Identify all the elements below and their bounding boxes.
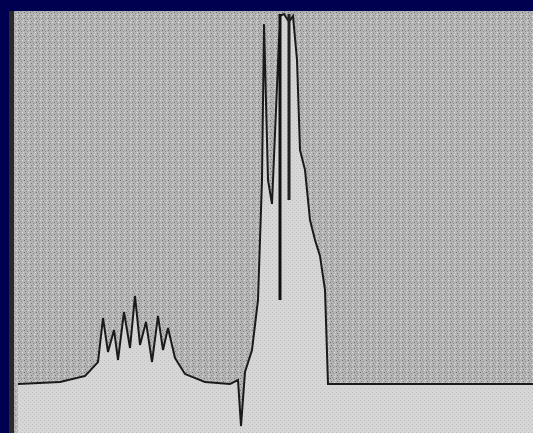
left-edge — [9, 11, 14, 433]
spectrum-line — [17, 12, 533, 427]
